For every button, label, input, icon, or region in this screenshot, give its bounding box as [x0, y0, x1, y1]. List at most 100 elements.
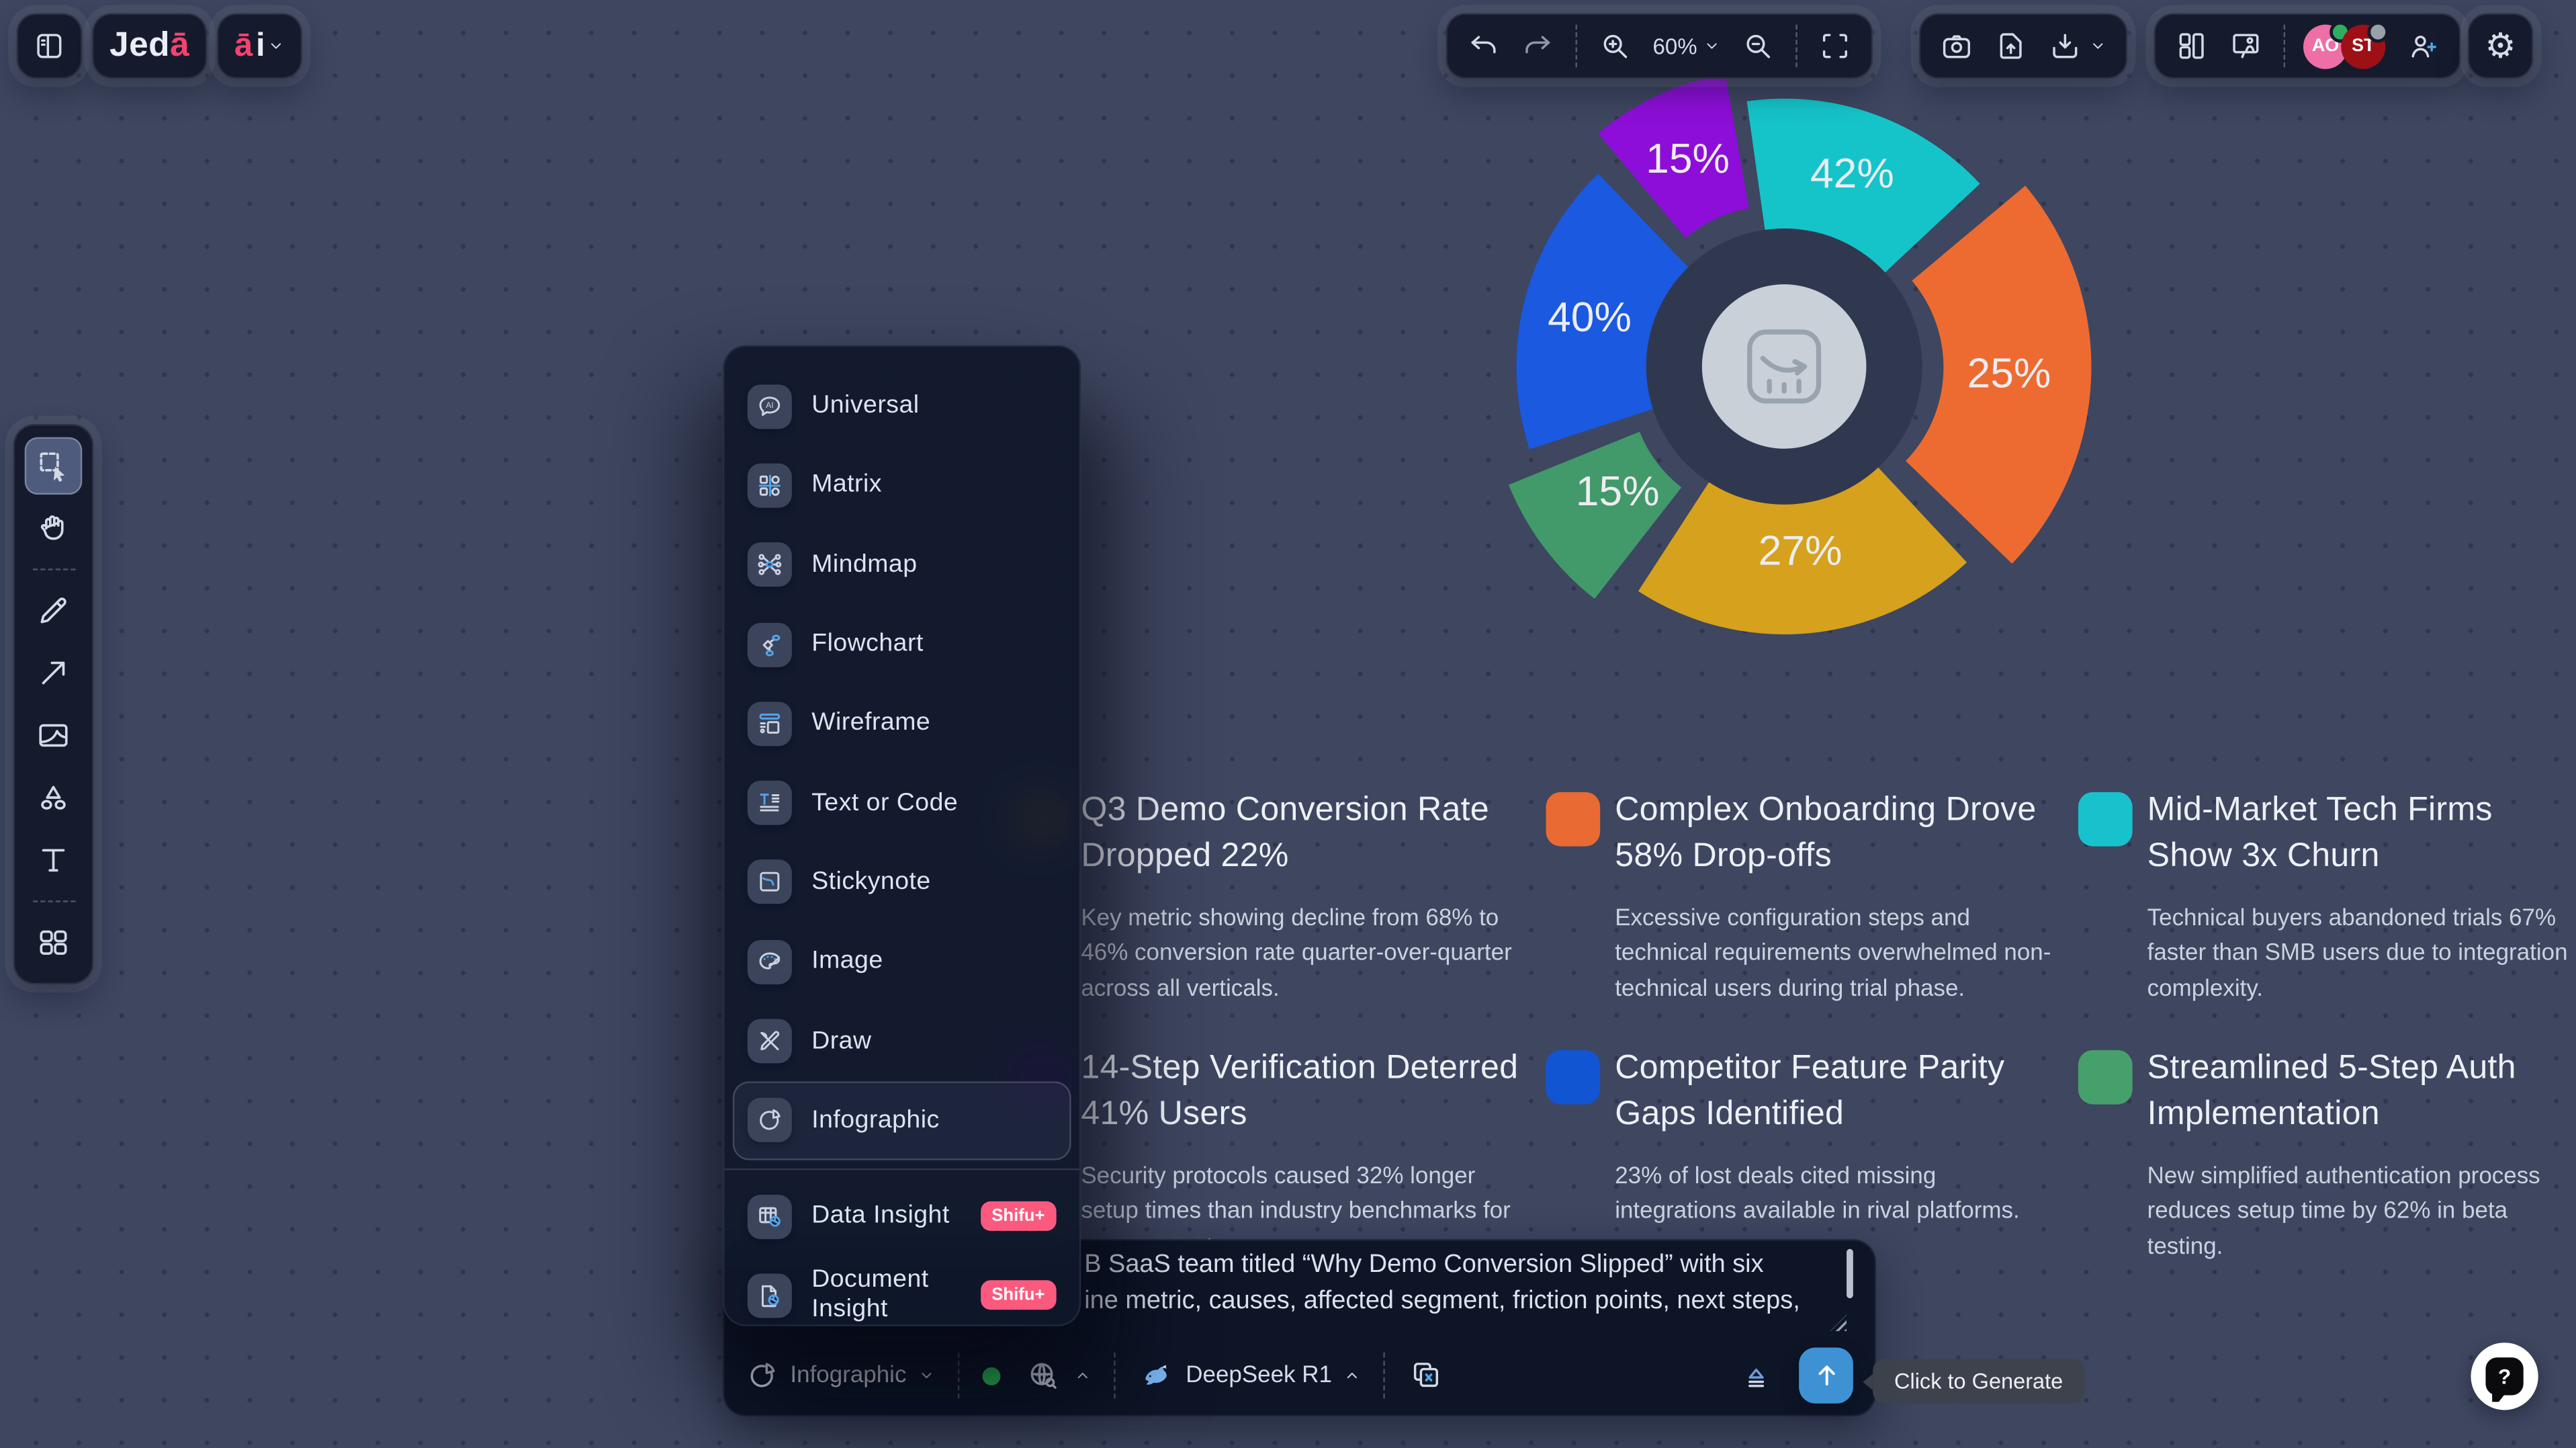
donut-segment-40%[interactable]	[1516, 173, 1691, 450]
sidebar-toggle-button[interactable]	[16, 13, 83, 79]
image-palette-icon	[747, 939, 792, 984]
menu-item-document-insight[interactable]: Document Insight Shifu+	[733, 1256, 1071, 1335]
insights-grid: Q3 Demo Conversion Rate Dropped 22% Key m…	[1012, 787, 2576, 1266]
present-icon[interactable]	[2229, 30, 2262, 62]
select-cursor-icon	[36, 449, 71, 483]
web-access-select[interactable]: www	[981, 1356, 1090, 1396]
type-select-label: Infographic	[790, 1362, 907, 1389]
settings-gear-icon[interactable]: ⚙	[2485, 25, 2516, 65]
help-button[interactable]: ?	[2471, 1343, 2538, 1410]
fit-screen-icon[interactable]	[1819, 30, 1852, 62]
menu-item-flowchart[interactable]: Flowchart	[733, 605, 1071, 684]
insight-card[interactable]: 14-Step Verification Deterred 41% Users S…	[1012, 1046, 1546, 1266]
insight-card[interactable]: Competitor Feature Parity Gaps Identifie…	[1546, 1046, 2078, 1266]
segment-label: 15%	[1646, 136, 1730, 182]
prompt-text-line2[interactable]: ine metric, causes, affected segment, fr…	[1084, 1287, 1800, 1315]
menu-item-infographic[interactable]: Infographic	[732, 1080, 1071, 1160]
tool-hand-pan[interactable]	[25, 500, 83, 558]
menu-item-draw[interactable]: Draw	[733, 1001, 1071, 1080]
insight-card[interactable]: Q3 Demo Conversion Rate Dropped 22% Key m…	[1012, 787, 1546, 1046]
history-zoom-group: 60%	[1446, 13, 1873, 79]
chart-hub	[1701, 284, 1867, 449]
download-icon[interactable]	[2049, 30, 2082, 62]
template-grid-icon	[36, 925, 71, 960]
insight-body: Technical buyers abandoned trials 67% fa…	[2147, 905, 2568, 1003]
insight-body: Excessive configuration steps and techni…	[1615, 905, 2051, 1003]
ai-accent: ā	[234, 27, 253, 64]
status-dot	[981, 1366, 1000, 1385]
insight-body: Key metric showing decline from 68% to 4…	[1081, 905, 1512, 1003]
split-view-icon[interactable]	[2175, 30, 2208, 62]
insight-title: Mid-Market Tech Firms Show 3x Churn	[2147, 790, 2493, 874]
donut-segment-27%[interactable]	[1638, 465, 1967, 635]
shapes-icon	[36, 781, 71, 815]
image-frame-icon	[36, 718, 71, 753]
camera-icon[interactable]	[1940, 30, 1973, 62]
menu-item-image[interactable]: Image	[733, 922, 1071, 1001]
zoom-level-select[interactable]: 60%	[1652, 34, 1720, 58]
generate-arrow-icon	[1811, 1361, 1840, 1390]
menu-item-text-or-code[interactable]: Text or Code	[733, 763, 1071, 843]
menu-item-label: Infographic	[811, 1105, 940, 1134]
generate-tooltip: Click to Generate	[1863, 1359, 2085, 1404]
insight-card[interactable]: Streamlined 5-Step Auth Implementation Ne…	[2078, 1046, 2576, 1266]
eject-lines-icon[interactable]	[1736, 1356, 1776, 1396]
ai-rest: i	[256, 27, 265, 64]
model-select[interactable]: DeepSeek R1	[1138, 1357, 1360, 1394]
divider	[1382, 1352, 1385, 1399]
tool-text[interactable]	[25, 832, 83, 890]
avatar[interactable]: ST	[2341, 20, 2389, 69]
type-select[interactable]: Infographic	[746, 1359, 934, 1392]
jeda-logo[interactable]: Jed ā	[91, 13, 208, 79]
menu-divider	[724, 1168, 1079, 1170]
menu-item-mindmap[interactable]: Mindmap	[733, 525, 1071, 605]
panel-toggle-icon	[33, 30, 66, 62]
redo-icon[interactable]	[1521, 30, 1554, 62]
menu-item-label: Universal	[811, 391, 920, 420]
tool-select-cursor[interactable]	[24, 437, 83, 495]
insight-card[interactable]: Mid-Market Tech Firms Show 3x Churn Techn…	[2078, 787, 2576, 1046]
tool-pencil[interactable]	[25, 582, 83, 640]
menu-item-stickynote[interactable]: Stickynote	[733, 843, 1071, 922]
donut-segment-25%[interactable]	[1906, 185, 2092, 564]
donut-segment-15%[interactable]	[1598, 74, 1749, 239]
hand-pan-icon	[36, 511, 71, 546]
tool-shapes[interactable]	[25, 769, 83, 827]
menu-item-matrix[interactable]: Matrix	[733, 446, 1071, 525]
tool-template-grid[interactable]	[25, 914, 83, 972]
add-user-icon[interactable]	[2407, 30, 2440, 62]
file-upload-icon[interactable]	[1994, 30, 2027, 62]
collaboration-group: AO ST	[2153, 13, 2461, 79]
menu-item-universal[interactable]: AI Universal	[733, 366, 1071, 445]
menu-item-label: Image	[811, 947, 883, 975]
zoom-in-icon[interactable]	[1599, 30, 1632, 62]
insight-card[interactable]: Complex Onboarding Drove 58% Drop-offs Ex…	[1546, 787, 2078, 1046]
divider	[32, 568, 75, 570]
chevron-up-icon	[1074, 1367, 1090, 1383]
generate-button[interactable]	[1799, 1347, 1853, 1404]
chevron-up-icon	[1343, 1367, 1360, 1383]
generate-type-menu: AI Universal Matrix Mindmap Flowchart Wirefra…	[723, 345, 1081, 1326]
prompt-resize-handle[interactable]	[1830, 1314, 1847, 1332]
stickynote-icon	[747, 860, 792, 905]
undo-icon[interactable]	[1467, 30, 1500, 62]
prompt-text-line1[interactable]: B SaaS team titled “Why Demo Conversion …	[1084, 1250, 1764, 1279]
donut-segment-15%[interactable]	[1508, 431, 1682, 599]
donut-segment-42%[interactable]	[1746, 98, 1980, 275]
matrix-icon	[747, 463, 792, 508]
menu-item-label: Matrix	[811, 470, 883, 499]
tool-image-frame[interactable]	[25, 707, 83, 765]
menu-item-data-insight[interactable]: Data Insight Shifu+	[733, 1177, 1071, 1256]
menu-item-wireframe[interactable]: Wireframe	[733, 684, 1071, 763]
document-insight-icon	[747, 1273, 792, 1318]
frames-clear-icon[interactable]	[1407, 1357, 1445, 1394]
text-or-code-icon	[747, 781, 792, 826]
zoom-out-icon[interactable]	[1742, 30, 1775, 62]
infographic-pie-icon	[747, 1098, 792, 1143]
tool-arrow[interactable]	[25, 644, 83, 702]
avatar[interactable]: AO	[2303, 20, 2351, 69]
chevron-down-icon[interactable]	[2090, 38, 2106, 54]
prompt-scrollbar[interactable]	[1847, 1248, 1853, 1299]
